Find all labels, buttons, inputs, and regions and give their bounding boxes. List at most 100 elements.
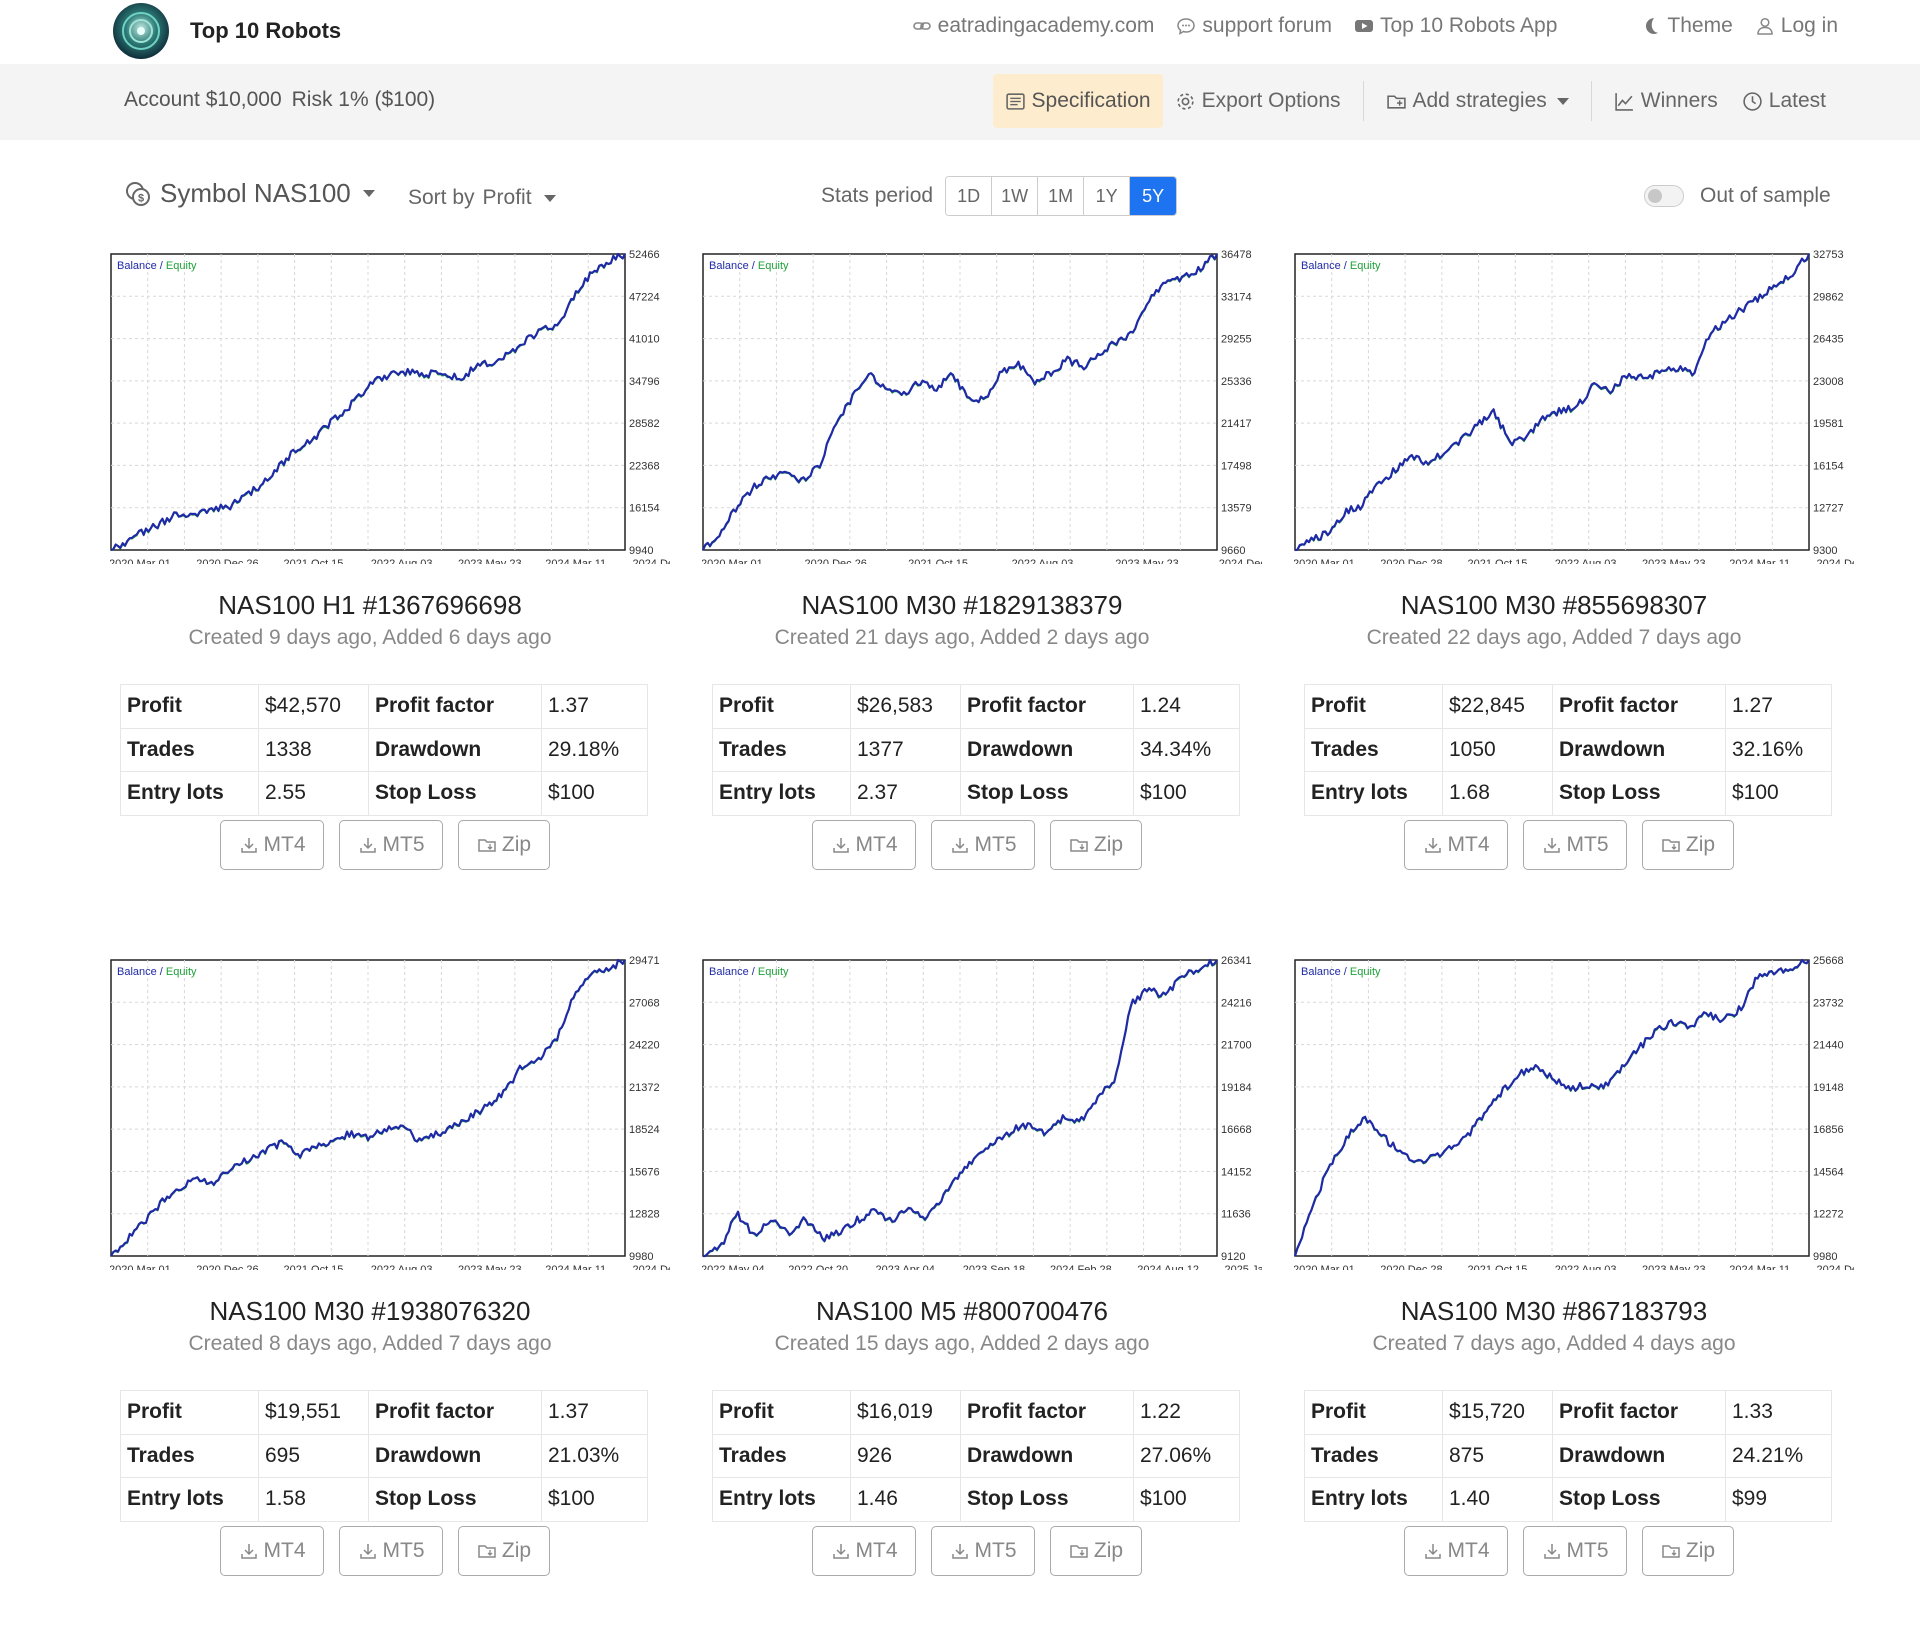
download-icon [1424, 838, 1441, 853]
period-button-group: 1D 1W 1M 1Y 5Y [945, 176, 1178, 216]
nav-link-eatradingacademy[interactable]: eatradingacademy.com [912, 14, 1154, 38]
download-zip-button[interactable]: Zip [1642, 820, 1734, 870]
latest-button[interactable]: Latest [1730, 74, 1838, 128]
period-1y-button[interactable]: 1Y [1084, 177, 1131, 215]
drawdown-value: 24.21% [1725, 1433, 1832, 1478]
download-mt5-button[interactable]: MT5 [339, 820, 443, 870]
download-mt4-button[interactable]: MT4 [1404, 1526, 1508, 1576]
theme-toggle[interactable]: Theme [1641, 14, 1733, 38]
balance-equity-chart[interactable]: 26341 24216 21700 19184 16668 14152 11636 9120 2… [702, 950, 1262, 1270]
profit-factor-value: 1.37 [541, 1390, 648, 1435]
y-tick-label: 29862 [1813, 291, 1844, 303]
login-link[interactable]: Log in [1755, 14, 1838, 38]
nav-link-app[interactable]: Top 10 Robots App [1354, 14, 1557, 38]
folder-add-icon [1386, 94, 1406, 109]
stat-label: Profit [120, 1390, 259, 1435]
chevron-down-icon [1556, 97, 1569, 105]
strategy-title[interactable]: NAS100 M30 #855698307 [1400, 590, 1708, 620]
download-icon [951, 1544, 968, 1559]
stat-label: Trades [120, 1433, 259, 1478]
download-mt4-button[interactable]: MT4 [812, 820, 916, 870]
toggle-switch[interactable] [1644, 185, 1684, 207]
download-mt5-button[interactable]: MT5 [931, 820, 1035, 870]
download-mt4-button[interactable]: MT4 [220, 820, 324, 870]
balance-equity-chart[interactable]: 52466 47224 41010 34796 28582 22368 16154 9940 2… [110, 244, 670, 564]
chart-svg: 2634124216217001918416668141521163691202… [702, 955, 1262, 1270]
download-zip-button[interactable]: Zip [1050, 1526, 1142, 1576]
period-5y-button[interactable]: 5Y [1130, 177, 1177, 215]
y-tick-label: 25668 [1813, 955, 1844, 967]
strategy-title[interactable]: NAS100 M30 #867183793 [1400, 1296, 1708, 1326]
x-tick-label: 2021 Oct 15 [1467, 558, 1527, 564]
table-row: Profit $22,845 Profit factor 1.27 [1304, 684, 1832, 729]
strategy-created: Created 22 days ago, Added 7 days ago [1366, 626, 1742, 649]
stat-label: Entry lots [120, 1477, 259, 1522]
trades-value: 1050 [1442, 727, 1553, 772]
download-icon [832, 1544, 849, 1559]
strategy-title[interactable]: NAS100 M30 #1829138379 [801, 590, 1123, 620]
download-mt5-button[interactable]: MT5 [339, 1526, 443, 1576]
winners-button[interactable]: Winners [1602, 74, 1730, 128]
stat-label: Stop Loss [1552, 1477, 1726, 1522]
balance-equity-chart[interactable]: 25668 23732 21440 19148 16856 14564 12272 9980 2… [1294, 950, 1854, 1270]
download-icon [1424, 1544, 1441, 1559]
balance-equity-chart[interactable]: 36478 33174 29255 25336 21417 17498 13579 9660 2… [702, 244, 1262, 564]
download-mt4-button[interactable]: MT4 [812, 1526, 916, 1576]
specification-button[interactable]: Specification [992, 74, 1163, 128]
stat-label: Entry lots [712, 1477, 851, 1522]
drawdown-value: 21.03% [541, 1433, 648, 1478]
x-tick-label: 2020 Mar 01 [702, 558, 763, 564]
strategy-card: 36478 33174 29255 25336 21417 17498 13579 9660 2… [702, 244, 1302, 944]
sort-dropdown[interactable]: Sort by Profit [408, 186, 556, 210]
folder-zip-icon [478, 1545, 496, 1558]
download-mt4-button[interactable]: MT4 [220, 1526, 324, 1576]
period-1w-button[interactable]: 1W [992, 177, 1039, 215]
balance-equity-chart[interactable]: 32753 29862 26435 23008 19581 16154 12727 9300 2… [1294, 244, 1854, 564]
download-mt4-button[interactable]: MT4 [1404, 820, 1508, 870]
mt5-label: MT5 [974, 833, 1017, 856]
chart-svg: 2566823732214401914816856145641227299802… [1294, 955, 1854, 1270]
strategy-title[interactable]: NAS100 M30 #1938076320 [209, 1296, 531, 1326]
strategy-title[interactable]: NAS100 M5 #800700476 [815, 1296, 1108, 1326]
drawdown-value: 27.06% [1133, 1433, 1240, 1478]
download-mt5-button[interactable]: MT5 [1523, 820, 1627, 870]
y-tick-label: 29471 [629, 955, 660, 967]
stat-label: Stop Loss [960, 771, 1134, 816]
download-zip-button[interactable]: Zip [458, 1526, 550, 1576]
folder-zip-icon [1662, 839, 1680, 852]
account-info[interactable]: Account $10,000 Risk 1% ($100) [124, 88, 435, 112]
add-strategies-dropdown[interactable]: Add strategies [1374, 74, 1581, 128]
stat-label: Stop Loss [368, 1477, 542, 1522]
download-zip-button[interactable]: Zip [1050, 820, 1142, 870]
mt5-label: MT5 [1566, 833, 1609, 856]
download-mt5-button[interactable]: MT5 [931, 1526, 1035, 1576]
download-zip-button[interactable]: Zip [1642, 1526, 1734, 1576]
download-buttons: MT4 MT5 Zip [1404, 1526, 1734, 1576]
brand[interactable]: Top 10 Robots [112, 2, 341, 60]
symbol-dropdown[interactable]: $ Symbol NAS100 [124, 178, 375, 209]
x-tick-label: 2021 Oct 15 [1467, 1264, 1527, 1270]
x-tick-label: 2022 Aug 03 [1012, 558, 1074, 564]
balance-line [110, 958, 626, 1257]
legend-balance: Balance / [117, 260, 166, 272]
zip-label: Zip [1093, 833, 1124, 856]
download-zip-button[interactable]: Zip [458, 820, 550, 870]
balance-equity-chart[interactable]: 29471 27068 24220 21372 18524 15676 12828 9980 2… [110, 950, 670, 1270]
strategy-stats-table: Profit $19,551 Profit factor 1.37 Trades… [120, 1390, 648, 1522]
x-tick-label: 2024 Feb 28 [1050, 1264, 1112, 1270]
period-1d-button[interactable]: 1D [946, 177, 993, 215]
strategy-title[interactable]: NAS100 H1 #1367696698 [218, 590, 522, 620]
export-options-button[interactable]: Export Options [1163, 74, 1353, 128]
download-mt5-button[interactable]: MT5 [1523, 1526, 1627, 1576]
x-tick-label: 2020 Mar 01 [1294, 558, 1355, 564]
balance-line [702, 253, 1219, 551]
period-1m-button[interactable]: 1M [1038, 177, 1085, 215]
y-tick-label: 13579 [1221, 503, 1252, 515]
legend-equity: Equity [166, 966, 197, 978]
legend-balance: Balance / [117, 966, 166, 978]
nav-link-support-forum[interactable]: support forum [1176, 14, 1332, 38]
download-icon [359, 838, 376, 853]
chevron-down-icon [362, 190, 375, 197]
out-of-sample-toggle[interactable]: Out of sample [1644, 184, 1831, 208]
strategy-stats-table: Profit $26,583 Profit factor 1.24 Trades… [712, 684, 1240, 816]
